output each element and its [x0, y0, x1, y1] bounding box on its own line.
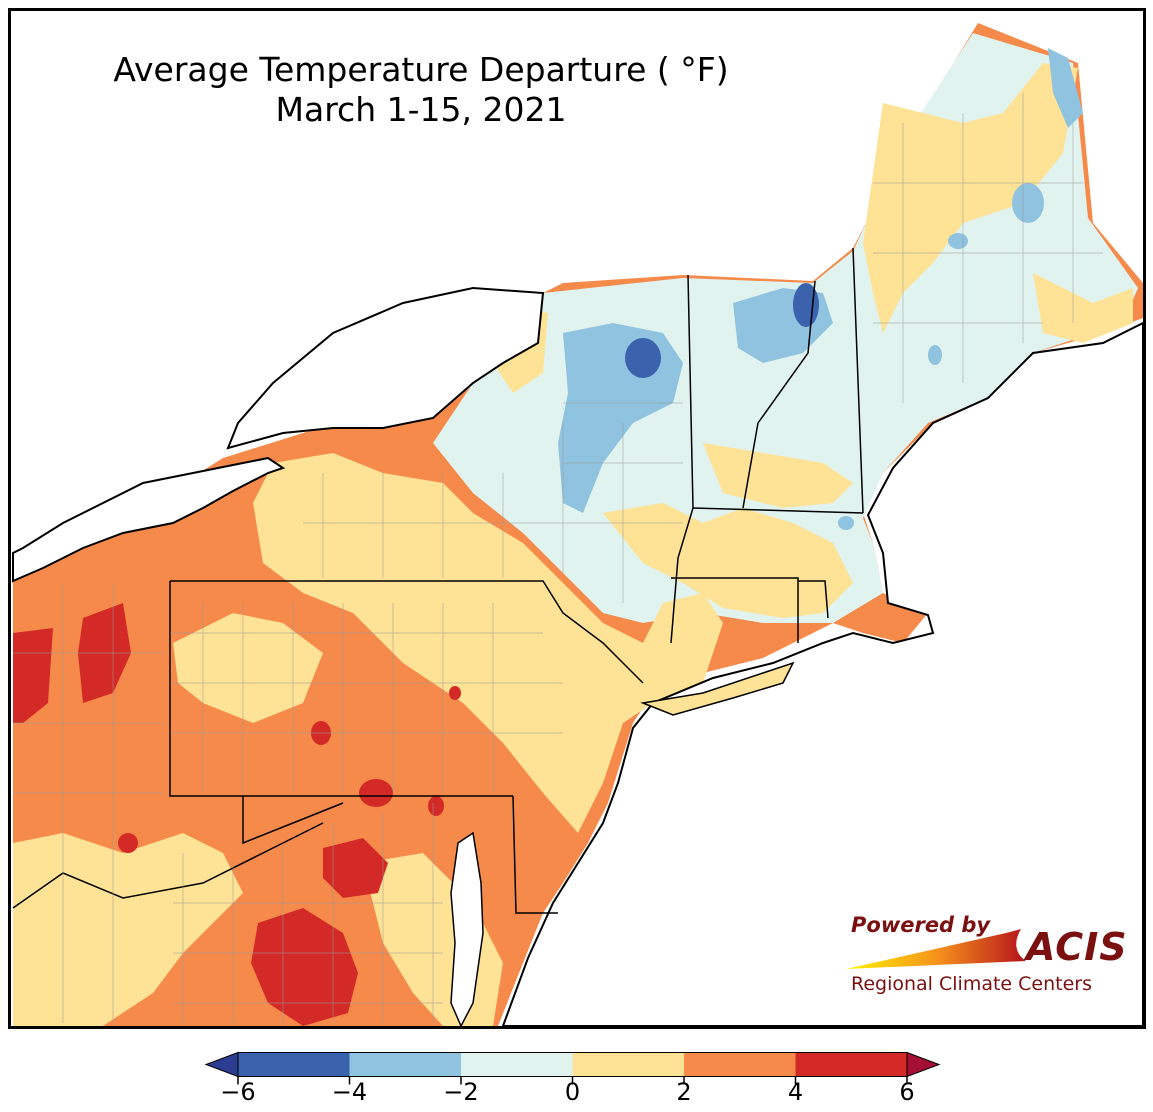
- map-title: Average Temperature Departure ( °F): [113, 50, 729, 89]
- acis-subtitle: Regional Climate Centers: [851, 973, 1093, 995]
- colorbar-tick-label: 2: [676, 1078, 692, 1106]
- colorbar-tick-label: 4: [787, 1078, 804, 1106]
- cold-area: [1012, 183, 1044, 223]
- lake-erie: [12, 456, 286, 583]
- acis-powered-by: Powered by: [851, 913, 991, 937]
- cold-area: [625, 338, 661, 378]
- long-island: [640, 661, 795, 716]
- cold-area: [793, 283, 819, 327]
- mild-band: [13, 833, 243, 1026]
- colorbar-bin: [795, 1052, 907, 1077]
- atlantic-ocean: [501, 321, 1143, 1026]
- mild-band: [173, 613, 323, 723]
- cold-area: [1048, 48, 1083, 128]
- chesapeake-bay: [450, 831, 484, 1026]
- acis-swoosh-icon: [846, 929, 1026, 969]
- colorbar-high-arrow: [906, 1051, 941, 1078]
- hot-area: [118, 833, 138, 853]
- hot-area: [251, 908, 358, 1026]
- acis-logo: Powered by ACIS Regional Climate Centers: [836, 911, 1128, 1006]
- colorbar-low-arrow: [204, 1051, 239, 1078]
- temperature-map: [12, 23, 1143, 1026]
- colorbar-bin: [461, 1052, 573, 1077]
- hot-area: [13, 628, 53, 723]
- mild-band: [703, 443, 853, 508]
- hot-area: [428, 796, 444, 816]
- mild-band: [253, 453, 723, 833]
- mild-band: [603, 503, 853, 618]
- map-subtitle: March 1-15, 2021: [275, 90, 567, 129]
- colorbar-tick-label: −6: [220, 1078, 256, 1106]
- cold-area: [928, 345, 942, 365]
- cold-area: [948, 233, 968, 249]
- state-borders: [12, 247, 864, 914]
- lake-ontario: [226, 286, 545, 450]
- hot-area: [359, 779, 393, 807]
- colorbar-bin: [684, 1052, 796, 1077]
- colorbar-bin: [349, 1052, 461, 1077]
- colorbar-tick-label: −2: [443, 1078, 479, 1106]
- colorbar-tick-label: −4: [331, 1078, 368, 1106]
- colorbar-tick-label: 0: [564, 1078, 581, 1106]
- map-frame: Average Temperature Departure ( °F) Marc…: [8, 8, 1146, 1029]
- hot-area: [323, 838, 388, 898]
- county-borders: [13, 93, 1103, 1023]
- colorbar: [204, 1051, 941, 1085]
- mild-band: [863, 63, 1078, 333]
- colorbar-tick-label: 6: [899, 1078, 915, 1106]
- colorbar-bin: [572, 1052, 684, 1077]
- colorbar-bin: [238, 1052, 350, 1077]
- acis-name: ACIS: [1026, 925, 1128, 969]
- hot-area: [449, 686, 461, 700]
- mild-band: [1033, 273, 1133, 343]
- cold-area: [838, 516, 854, 530]
